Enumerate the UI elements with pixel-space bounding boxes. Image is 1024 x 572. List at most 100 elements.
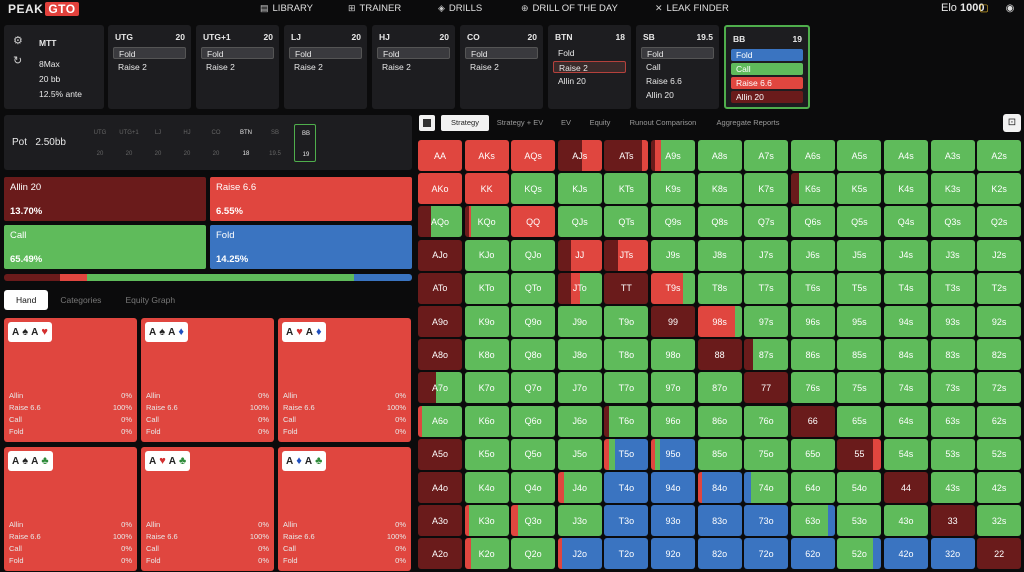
hand-cell-k5o[interactable]: K5o (464, 438, 509, 470)
hand-cell-q5o[interactable]: Q5o (511, 438, 556, 470)
combo-card[interactable]: A ♠ A ♥ Allin 0% Raise 6.6 100% Call 0% Fold 0% (4, 318, 137, 442)
hand-cell-t3s[interactable]: T3s (930, 272, 975, 304)
combo-card[interactable]: A ♠ A ♦ Allin 0% Raise 6.6 100% Call 0% Fold 0% (141, 318, 274, 442)
action-option[interactable]: Fold (289, 47, 362, 59)
hand-cell-87s[interactable]: 87s (744, 339, 789, 371)
hand-cell-j5s[interactable]: J5s (837, 239, 882, 271)
controller-icon[interactable]: ⊡ (1003, 114, 1021, 132)
action-option[interactable]: Raise 2 (382, 62, 411, 72)
hand-cell-q8o[interactable]: Q8o (511, 339, 556, 371)
hand-cell-52s[interactable]: 52s (977, 438, 1022, 470)
hand-cell-kqs[interactable]: KQs (511, 173, 556, 205)
hand-cell-q8s[interactable]: Q8s (697, 206, 742, 238)
hand-cell-t2o[interactable]: T2o (604, 538, 649, 570)
hand-cell-j8o[interactable]: J8o (557, 339, 602, 371)
hand-cell-66[interactable]: 66 (790, 405, 835, 437)
hand-cell-t5s[interactable]: T5s (837, 272, 882, 304)
hand-cell-63o[interactable]: 63o (790, 505, 835, 537)
action-option[interactable]: Raise 2 (294, 62, 323, 72)
hand-cell-t5o[interactable]: T5o (604, 438, 649, 470)
hand-cell-q6o[interactable]: Q6o (511, 405, 556, 437)
hand-cell-42o[interactable]: 42o (884, 538, 928, 570)
hand-cell-t7s[interactable]: T7s (744, 272, 789, 304)
tab-categories[interactable]: Categories (60, 295, 102, 305)
hand-cell-t6o[interactable]: T6o (604, 405, 649, 437)
action-option[interactable]: Raise 6.6 (646, 76, 682, 86)
hand-cell-74s[interactable]: 74s (884, 372, 928, 404)
action-option[interactable]: Raise 2 (206, 62, 235, 72)
action-summary-fold[interactable]: Fold 14.25% (210, 225, 412, 269)
hand-cell-k2o[interactable]: K2o (464, 538, 509, 570)
nav-leak-finder[interactable]: ✕ LEAK FINDER (655, 3, 729, 14)
hand-cell-k8o[interactable]: K8o (464, 339, 509, 371)
hand-cell-55[interactable]: 55 (837, 438, 882, 470)
seat-btn[interactable]: BTN 18 (235, 124, 257, 162)
hand-cell-a4o[interactable]: A4o (418, 472, 462, 503)
hand-cell-96o[interactable]: 96o (651, 405, 695, 437)
combo-card[interactable]: A ♥ A ♣ Allin 0% Raise 6.6 100% Call 0% Fold 0% (141, 447, 274, 571)
seat-hj[interactable]: HJ 20 (176, 124, 198, 162)
tab-ev[interactable]: EV (560, 118, 571, 127)
action-option[interactable]: Allin 20 (646, 90, 674, 100)
tab-hand[interactable]: Hand (4, 290, 49, 310)
hand-cell-k6s[interactable]: K6s (790, 173, 835, 205)
seat-bb[interactable]: BB 19 (294, 124, 316, 162)
seat-sb[interactable]: SB 19.5 (264, 124, 286, 162)
hand-cell-q2o[interactable]: Q2o (511, 538, 556, 570)
hand-cell-99[interactable]: 99 (651, 306, 695, 337)
hand-cell-q9o[interactable]: Q9o (511, 306, 556, 337)
tab-aggregate-reports[interactable]: Aggregate Reports (716, 118, 780, 127)
hand-cell-84o[interactable]: 84o (697, 472, 742, 503)
position-card-hj[interactable]: HJ 20 Fold Raise 2 (372, 25, 455, 109)
action-option[interactable]: Fold (377, 47, 450, 59)
nav-drill-of-the-day[interactable]: ⊕ DRILL OF THE DAY (521, 3, 618, 14)
hand-cell-a7o[interactable]: A7o (418, 372, 462, 404)
hand-cell-j8s[interactable]: J8s (697, 239, 742, 271)
hand-cell-ako[interactable]: AKo (418, 173, 462, 205)
hand-cell-32o[interactable]: 32o (930, 538, 975, 570)
hand-cell-85s[interactable]: 85s (837, 339, 882, 371)
hand-cell-ats[interactable]: ATs (604, 140, 649, 171)
hand-cell-22[interactable]: 22 (977, 538, 1022, 570)
hand-cell-83o[interactable]: 83o (697, 505, 742, 537)
action-option[interactable]: Allin 20 (558, 76, 586, 86)
hand-cell-73o[interactable]: 73o (744, 505, 789, 537)
hand-cell-k3s[interactable]: K3s (930, 173, 975, 205)
hand-cell-t7o[interactable]: T7o (604, 372, 649, 404)
hand-cell-a2o[interactable]: A2o (418, 538, 462, 570)
hand-cell-53o[interactable]: 53o (837, 505, 882, 537)
hand-cell-93s[interactable]: 93s (930, 306, 975, 337)
hand-cell-k9o[interactable]: K9o (464, 306, 509, 337)
hand-cell-95o[interactable]: 95o (651, 438, 695, 470)
seat-lj[interactable]: LJ 20 (147, 124, 169, 162)
hand-cell-98s[interactable]: 98s (697, 306, 742, 337)
hand-cell-a9o[interactable]: A9o (418, 306, 462, 337)
gear-icon[interactable]: ⚙ (13, 35, 23, 47)
hand-cell-jts[interactable]: JTs (604, 239, 649, 271)
hand-cell-j2o[interactable]: J2o (557, 538, 602, 570)
hand-cell-87o[interactable]: 87o (697, 372, 742, 404)
hand-cell-a5s[interactable]: A5s (837, 140, 882, 171)
hand-cell-q2s[interactable]: Q2s (977, 206, 1022, 238)
action-option[interactable]: Call (646, 62, 661, 72)
hand-cell-77[interactable]: 77 (744, 372, 789, 404)
hand-cell-k6o[interactable]: K6o (464, 405, 509, 437)
hand-cell-j9s[interactable]: J9s (651, 239, 695, 271)
hand-cell-88[interactable]: 88 (697, 339, 742, 371)
hand-cell-a6o[interactable]: A6o (418, 405, 462, 437)
hand-cell-94o[interactable]: 94o (651, 472, 695, 503)
hand-cell-93o[interactable]: 93o (651, 505, 695, 537)
hand-cell-a8s[interactable]: A8s (697, 140, 742, 171)
action-option[interactable]: Raise 6.6 (731, 77, 803, 89)
hand-cell-54o[interactable]: 54o (837, 472, 882, 503)
hand-cell-83s[interactable]: 83s (930, 339, 975, 371)
hand-cell-a6s[interactable]: A6s (790, 140, 835, 171)
position-card-utg-plus1[interactable]: UTG+1 20 Fold Raise 2 (196, 25, 279, 109)
hand-cell-82s[interactable]: 82s (977, 339, 1022, 371)
hand-cell-j5o[interactable]: J5o (557, 438, 602, 470)
position-card-co[interactable]: CO 20 Fold Raise 2 (460, 25, 543, 109)
hand-cell-j6o[interactable]: J6o (557, 405, 602, 437)
action-option[interactable]: Fold (558, 48, 575, 58)
hand-cell-72s[interactable]: 72s (977, 372, 1022, 404)
hand-cell-aks[interactable]: AKs (464, 140, 509, 171)
